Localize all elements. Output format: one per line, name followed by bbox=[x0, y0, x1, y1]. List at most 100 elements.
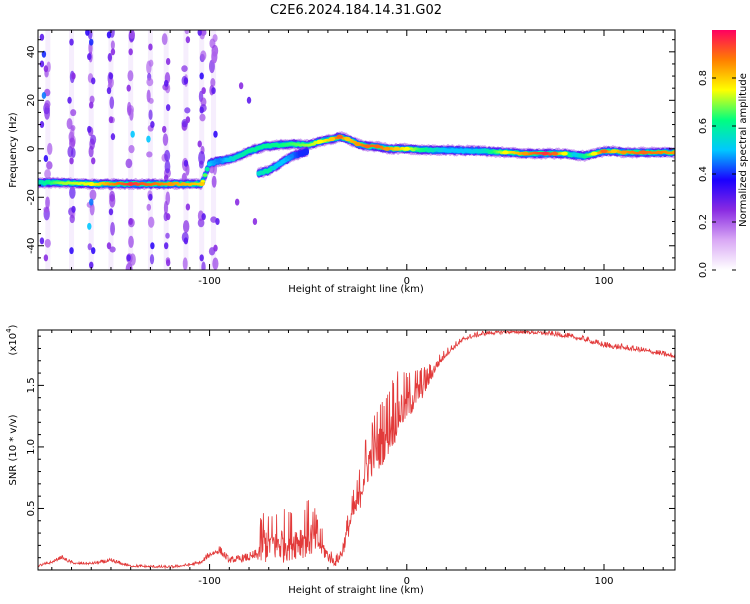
noise-blob bbox=[109, 96, 115, 109]
noise-speck bbox=[43, 254, 49, 262]
spectrogram-x-axis-label: Height of straight line (km) bbox=[288, 284, 424, 295]
noise-speck bbox=[163, 242, 169, 250]
noise-speck bbox=[197, 140, 202, 148]
noise-blob bbox=[89, 95, 95, 104]
noise-blob bbox=[89, 189, 97, 201]
spectral-ridge-peak bbox=[374, 144, 381, 149]
noise-blob bbox=[212, 257, 219, 270]
noise-speck bbox=[165, 259, 171, 267]
spectral-ridge-peak bbox=[393, 146, 401, 151]
noise-blob bbox=[110, 222, 116, 236]
noise-speck bbox=[162, 125, 167, 133]
noise-speck bbox=[126, 254, 131, 262]
noise-blob bbox=[107, 53, 112, 61]
noise-speck bbox=[71, 205, 76, 213]
noise-blob bbox=[69, 137, 76, 149]
noise-speck bbox=[128, 48, 133, 56]
noise-speck bbox=[69, 157, 74, 165]
noise-speck bbox=[43, 154, 49, 162]
noise-blob bbox=[126, 101, 132, 116]
noise-blob bbox=[70, 125, 76, 132]
spectral-ridge-peak bbox=[502, 150, 509, 155]
noise-blob bbox=[208, 59, 215, 74]
spectral-ridge-peak bbox=[383, 146, 391, 151]
noise-blob bbox=[182, 220, 190, 233]
noise-speck bbox=[89, 261, 94, 269]
spectral-ridge-peak bbox=[671, 150, 675, 155]
noise-speck bbox=[199, 254, 204, 262]
noise-speck bbox=[71, 72, 76, 80]
noise-speck bbox=[150, 242, 155, 250]
noise-speck bbox=[108, 208, 114, 216]
noise-speck bbox=[39, 33, 45, 41]
noise-speck bbox=[252, 218, 258, 226]
noise-column bbox=[183, 30, 189, 270]
snr-multiplier-base: (x10 bbox=[8, 333, 19, 356]
noise-blob bbox=[44, 238, 51, 248]
snr-y-tick-label: 0.5 bbox=[26, 501, 37, 517]
spectral-branch bbox=[271, 166, 277, 170]
spectral-ridge bbox=[202, 173, 208, 177]
noise-blob bbox=[149, 254, 155, 265]
noise-speck bbox=[87, 125, 92, 133]
noise-column bbox=[211, 30, 217, 270]
noise-speck bbox=[246, 96, 252, 104]
noise-blob bbox=[127, 70, 134, 82]
snr-multiplier-close: ) bbox=[8, 324, 19, 328]
noise-blob bbox=[148, 97, 154, 104]
noise-blob bbox=[125, 158, 133, 169]
noise-speck bbox=[110, 48, 116, 56]
noise-speck bbox=[91, 77, 96, 85]
noise-blob bbox=[44, 169, 51, 179]
figure-title: C2E6.2024.184.14.31.G02 bbox=[270, 3, 442, 18]
spectral-ridge-peak bbox=[403, 146, 410, 151]
colorbar-tick-label: 0.0 bbox=[698, 262, 709, 278]
noise-blob bbox=[200, 50, 207, 61]
noise-blob bbox=[200, 97, 207, 107]
spectrogram-axes: -100 0 100 -40 -20 0 20 40 bbox=[26, 29, 676, 287]
noise-blob bbox=[197, 218, 205, 228]
snr-x-tick-label: -100 bbox=[198, 576, 221, 587]
spectrogram-x-tick-label: 100 bbox=[594, 276, 613, 287]
noise-column bbox=[147, 30, 153, 270]
noise-blob bbox=[146, 203, 152, 211]
noise-blob bbox=[109, 194, 116, 208]
noise-blob bbox=[70, 109, 77, 117]
spectral-ridge-peak bbox=[541, 151, 549, 156]
noise-speck bbox=[148, 193, 153, 201]
noise-speck bbox=[238, 82, 244, 90]
noise-blob bbox=[69, 214, 75, 224]
noise-speck bbox=[89, 38, 94, 46]
noise-blob bbox=[184, 30, 190, 35]
noise-blob bbox=[146, 77, 154, 87]
snr-frame bbox=[37, 329, 676, 571]
spectral-ridge-peak bbox=[127, 181, 134, 186]
noise-speck bbox=[148, 43, 153, 51]
noise-blob bbox=[125, 262, 133, 270]
spectrogram-y-tick-label: 40 bbox=[26, 45, 37, 58]
noise-speck bbox=[128, 218, 133, 226]
noise-speck bbox=[87, 222, 92, 230]
spectrogram-y-axis-label: Frequency (Hz) bbox=[8, 112, 19, 188]
noise-blob bbox=[162, 133, 169, 146]
spectral-ridge-peak bbox=[561, 151, 568, 156]
noise-speck bbox=[213, 130, 218, 138]
colorbar-gradient bbox=[712, 30, 736, 270]
spectral-ridge-peak bbox=[600, 149, 608, 154]
noise-blob bbox=[128, 144, 135, 154]
spectral-ridge-peak bbox=[354, 141, 361, 146]
noise-speck bbox=[215, 218, 220, 226]
noise-speck bbox=[69, 247, 74, 255]
snr-axes: -100 0 100 0.5 1.0 1.5 bbox=[26, 329, 676, 587]
snr-plot-area bbox=[38, 330, 675, 570]
spectral-ridge bbox=[204, 167, 210, 171]
spectral-ridge-peak bbox=[590, 151, 598, 156]
noise-blob bbox=[109, 246, 116, 253]
noise-speck bbox=[67, 96, 72, 104]
noise-blob bbox=[164, 160, 171, 174]
noise-speck bbox=[91, 247, 96, 255]
noise-speck bbox=[185, 203, 191, 211]
spectrogram-y-tick-label: -40 bbox=[26, 238, 37, 254]
